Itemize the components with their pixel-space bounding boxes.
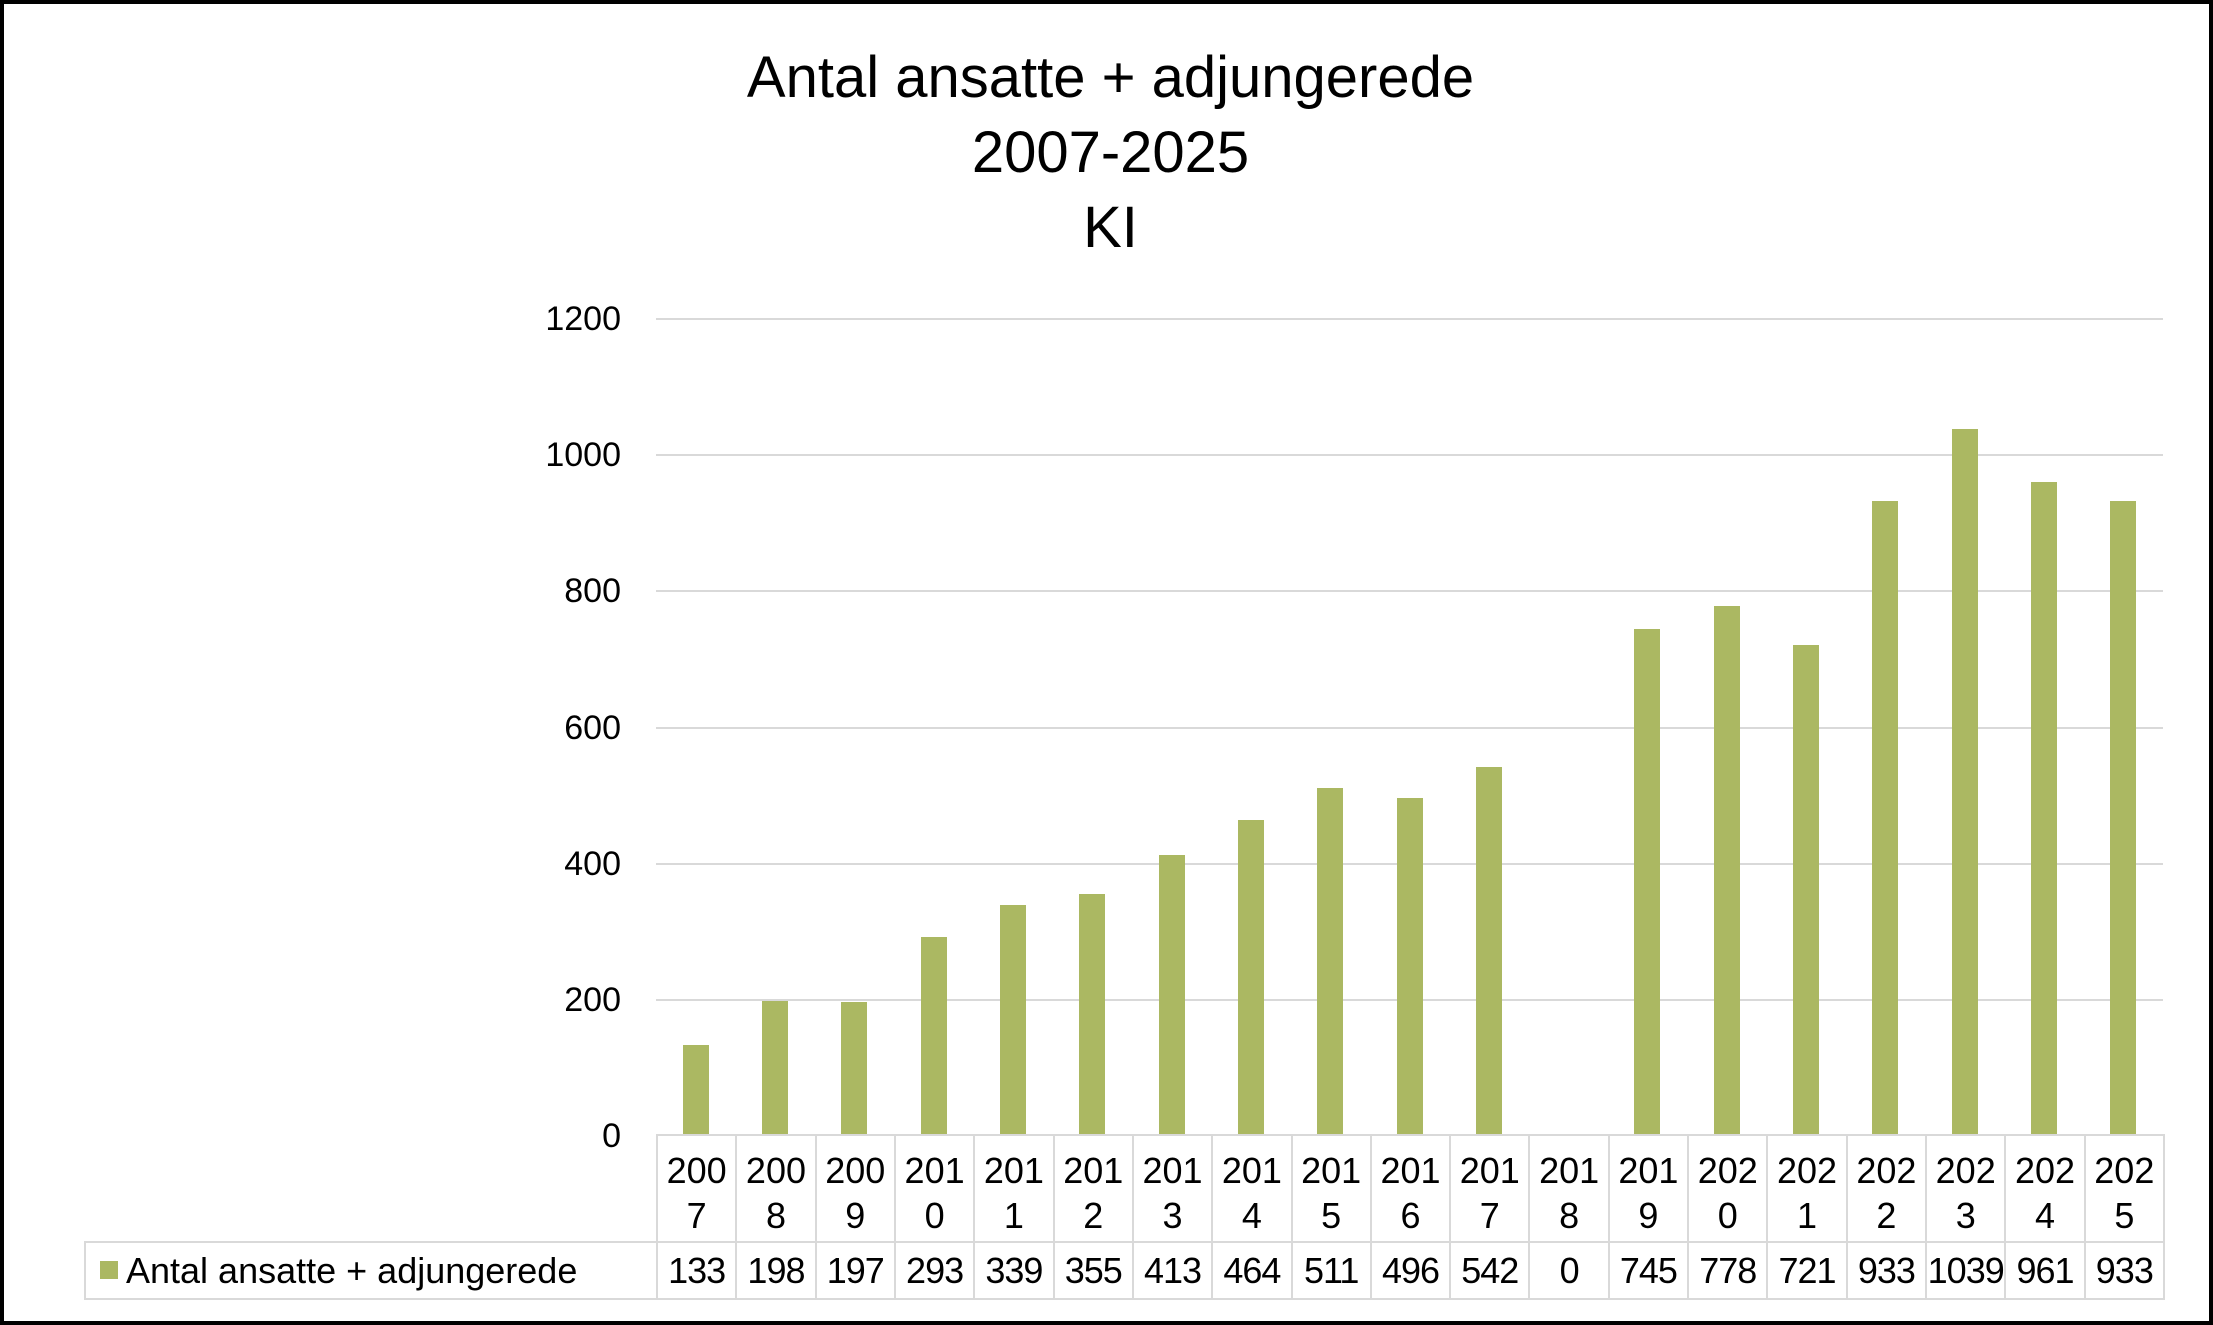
data-label: 496 (1369, 1241, 1452, 1300)
data-label: 198 (735, 1241, 817, 1300)
y-tick-label: 600 (564, 708, 621, 747)
data-label: 339 (973, 1241, 1055, 1300)
gridline (656, 318, 2163, 320)
x-category-label: 2025 (2083, 1134, 2165, 1243)
data-label: 778 (1687, 1241, 1769, 1300)
y-tick-label: 200 (564, 980, 621, 1019)
x-category-label: 2015 (1290, 1134, 1372, 1243)
y-tick-label: 800 (564, 572, 621, 611)
data-label: 197 (814, 1241, 896, 1300)
data-label: 133 (656, 1241, 738, 1300)
x-category-label: 2019 (1607, 1134, 1690, 1243)
data-label: 464 (1211, 1241, 1293, 1300)
x-category-label: 2012 (1052, 1134, 1134, 1243)
data-label: 961 (2004, 1241, 2086, 1300)
x-category-label: 2016 (1369, 1134, 1452, 1243)
bar-2023 (1951, 428, 1978, 1136)
data-label: 721 (1766, 1241, 1848, 1300)
y-tick-label: 0 (602, 1117, 621, 1155)
bar-2017 (1475, 766, 1502, 1136)
bar-2008 (761, 1001, 788, 1136)
data-label: 511 (1290, 1241, 1372, 1300)
bar-2014 (1237, 820, 1264, 1136)
data-label: 293 (893, 1241, 976, 1300)
y-tick-label: 1000 (545, 436, 621, 475)
bar-2022 (1872, 500, 1899, 1136)
x-category-label: 2010 (893, 1134, 976, 1243)
x-category-label: 2011 (973, 1134, 1055, 1243)
x-category-label: 2023 (1925, 1134, 2007, 1243)
gridline (656, 454, 2163, 457)
chart-title-line-1: Antal ansatte + adjungerede (746, 45, 1475, 110)
bar-2007 (682, 1045, 709, 1136)
x-category-label: 2018 (1528, 1134, 1610, 1243)
bar-2010 (920, 936, 947, 1136)
data-label: 933 (2083, 1241, 2165, 1300)
bar-2025 (2110, 500, 2137, 1136)
bar-2009 (841, 1001, 868, 1136)
x-category-label: 2021 (1766, 1134, 1848, 1243)
x-category-label: 2022 (1845, 1134, 1928, 1243)
y-tick-label: 400 (564, 844, 621, 883)
data-label: 542 (1449, 1241, 1531, 1300)
data-label: 355 (1052, 1241, 1134, 1300)
bar-2016 (1396, 798, 1423, 1136)
bar-2015 (1317, 788, 1344, 1136)
data-label: 0 (1528, 1241, 1610, 1300)
data-label: 933 (1845, 1241, 1928, 1300)
data-label: 413 (1131, 1241, 1214, 1300)
gridline (656, 726, 2163, 729)
x-category-label: 2020 (1687, 1134, 1769, 1243)
x-category-label: 2014 (1211, 1134, 1293, 1243)
bar-2019 (1634, 628, 1661, 1136)
data-label: 745 (1607, 1241, 1690, 1300)
x-category-label: 2009 (814, 1134, 896, 1243)
y-tick-label: 1200 (545, 300, 621, 338)
bar-2013 (1158, 854, 1185, 1136)
legend-cell: Antal ansatte + adjungerede (84, 1241, 658, 1300)
x-category-label: 2007 (656, 1134, 738, 1243)
x-category-label: 2024 (2004, 1134, 2086, 1243)
x-category-label: 2008 (735, 1134, 817, 1243)
bar-2011 (999, 905, 1026, 1136)
gridline (656, 590, 2163, 593)
legend-swatch (100, 1261, 118, 1280)
legend-label: Antal ansatte + adjungerede (126, 1250, 578, 1291)
bar-2021 (1793, 645, 1820, 1136)
chart-title-line-3: KI (1083, 195, 1138, 260)
data-label: 1039 (1925, 1241, 2007, 1300)
bar-2020 (1713, 606, 1740, 1136)
bar-2012 (1079, 894, 1106, 1136)
x-category-label: 2017 (1449, 1134, 1531, 1243)
bar-2024 (2031, 481, 2058, 1136)
x-category-label: 2013 (1131, 1134, 1214, 1243)
chart-title-line-2: 2007-2025 (971, 120, 1250, 185)
